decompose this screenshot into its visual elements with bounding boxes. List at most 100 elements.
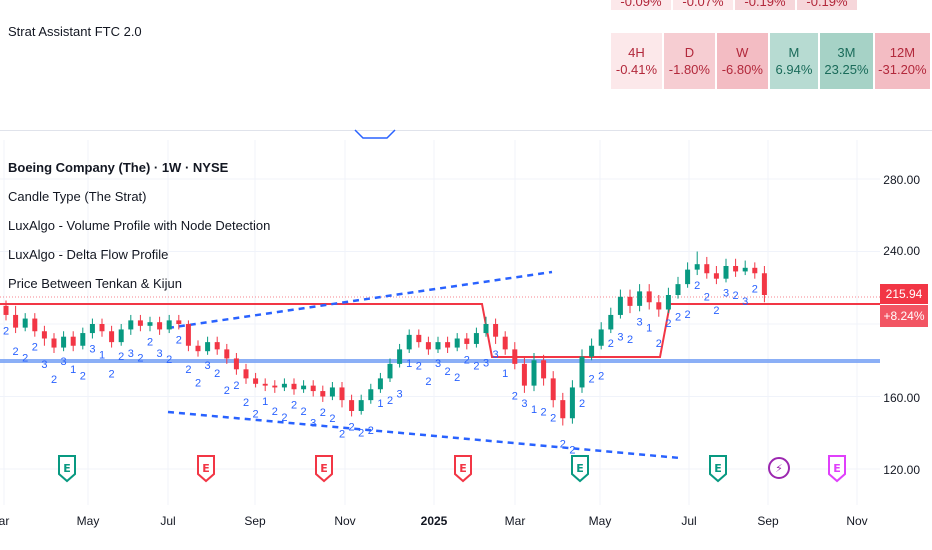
strat-candle-type-label: 3 — [205, 360, 211, 372]
earnings-event-icon[interactable]: E — [197, 455, 215, 483]
strat-candle-type-label: 2 — [32, 342, 38, 354]
candle-body — [195, 345, 201, 352]
earnings-event-icon[interactable]: E — [571, 455, 589, 483]
candle-body — [3, 305, 9, 315]
candle-body — [22, 318, 28, 328]
candle-body — [406, 334, 412, 350]
candle-body — [512, 349, 518, 364]
candle-body — [617, 296, 623, 315]
candle-body — [579, 356, 585, 388]
candle-body — [569, 387, 575, 419]
indicator-title: Strat Assistant FTC 2.0 — [8, 24, 142, 39]
candle-body — [387, 363, 393, 379]
pane-divider[interactable] — [0, 130, 932, 131]
strat-candle-type-label: 2 — [608, 338, 614, 350]
earnings-event-icon[interactable]: E — [58, 455, 76, 483]
candle-body — [128, 320, 134, 330]
channel-lower-line — [167, 410, 681, 460]
strat-candle-type-label: 2 — [224, 385, 230, 397]
partial-cell-value: -0.19% — [806, 0, 848, 9]
candle-body — [454, 338, 460, 348]
strat-candle-type-label: 2 — [445, 366, 451, 378]
timeframe-change: -0.41% — [615, 62, 658, 77]
strat-candle-type-label: 2 — [22, 352, 28, 364]
candle-body — [377, 378, 383, 390]
earnings-event-icon[interactable]: E — [315, 455, 333, 483]
strat-candle-type-label: 2 — [291, 400, 297, 412]
candle-body — [224, 349, 230, 359]
candle-body — [118, 329, 124, 343]
earnings-event-icon[interactable]: E — [828, 455, 846, 483]
indicator-pane: Strat Assistant FTC 2.0 -0.09% -0.07% -0.1… — [0, 0, 932, 130]
legend-item-volume-profile[interactable]: LuxAlgo - Volume Profile with Node Detec… — [8, 218, 271, 233]
strat-candle-type-label: 2 — [281, 412, 287, 424]
candle-body — [185, 324, 191, 346]
last-price-label: 215.94 — [880, 284, 928, 304]
candle-body — [483, 324, 489, 334]
candle-body — [502, 336, 508, 350]
timeframe-label: M — [788, 45, 800, 60]
candle-body — [473, 333, 479, 344]
strat-candle-type-label: 2 — [569, 445, 575, 457]
time-tick: May — [76, 514, 100, 528]
candle-body — [368, 389, 374, 401]
candle-body — [598, 329, 604, 346]
legend-item-tenkan-kijun[interactable]: Price Between Tenkan & Kijun — [8, 276, 182, 291]
candle-body — [531, 360, 537, 386]
event-label: E — [63, 462, 71, 475]
strat-candle-type-label: 2 — [80, 370, 86, 382]
time-tick: May — [588, 514, 612, 528]
legend-item-delta-flow[interactable]: LuxAlgo - Delta Flow Profile — [8, 247, 169, 262]
candle-body — [752, 267, 758, 274]
event-label: E — [714, 462, 722, 475]
strat-candle-type-label: 2 — [301, 406, 307, 418]
strat-candle-type-label: 2 — [320, 407, 326, 419]
candle-body — [147, 322, 153, 326]
strat-candle-type-label: 2 — [368, 425, 374, 437]
strat-candle-type-label: 3 — [310, 418, 316, 430]
partial-cell-value: -0.19% — [744, 0, 786, 9]
time-tick-year: 2025 — [420, 514, 448, 528]
candle-body — [589, 345, 595, 357]
earnings-event-icon[interactable]: E — [709, 455, 727, 483]
time-tick: Sep — [757, 514, 779, 528]
strat-candle-type-label: 2 — [185, 364, 191, 376]
strat-candle-type-label: 3 — [89, 344, 95, 356]
strat-candle-type-label: 2 — [176, 334, 182, 346]
strat-candle-type-label: 2 — [253, 408, 259, 420]
time-tick: Sep — [244, 514, 266, 528]
candle-body — [358, 400, 364, 411]
strat-candle-type-label: 2 — [579, 398, 585, 410]
candle-body — [214, 342, 220, 350]
strat-candle-type-label: 2 — [233, 380, 239, 392]
timeframe-strength-table: 4H -0.41% D -1.80% W -6.80% M 6.94% 3M 23.25% 12M -… — [609, 33, 932, 89]
candle-body — [608, 314, 614, 330]
strat-candle-type-label: 1 — [99, 350, 105, 362]
strat-candle-type-label: 3 — [128, 348, 134, 360]
candle-body — [61, 336, 67, 348]
candle-body — [310, 385, 316, 392]
candle-body — [521, 363, 527, 386]
legend-item-candle-type[interactable]: Candle Type (The Strat) — [8, 189, 147, 204]
timeframe-change: 6.94% — [775, 62, 813, 77]
timeframe-cell-d: D -1.80% — [663, 33, 715, 89]
partial-cell-bg — [735, 0, 795, 10]
price-tick: 160.00 — [883, 391, 920, 405]
price-change-label: +8.24% — [880, 305, 928, 327]
partial-cell-bg — [797, 0, 857, 10]
earnings-event-icon[interactable]: E — [454, 455, 472, 483]
candle-body — [89, 324, 95, 334]
strat-candle-type-label: 2 — [473, 361, 479, 373]
strat-candle-type-label: 2 — [541, 407, 547, 419]
candle-body — [176, 320, 182, 324]
strat-candle-type-label: 2 — [147, 336, 153, 348]
candle-body — [685, 269, 691, 285]
symbol-title[interactable]: Boeing Company (The) · 1W · NYSE — [8, 160, 229, 175]
candle-body — [694, 264, 700, 270]
event-label: ⚡ — [775, 462, 783, 475]
dividend-event-icon[interactable]: ⚡ — [768, 457, 790, 479]
strat-candle-type-label: 2 — [656, 338, 662, 350]
candle-body — [656, 302, 662, 310]
collapse-pane-handle[interactable] — [353, 128, 397, 140]
